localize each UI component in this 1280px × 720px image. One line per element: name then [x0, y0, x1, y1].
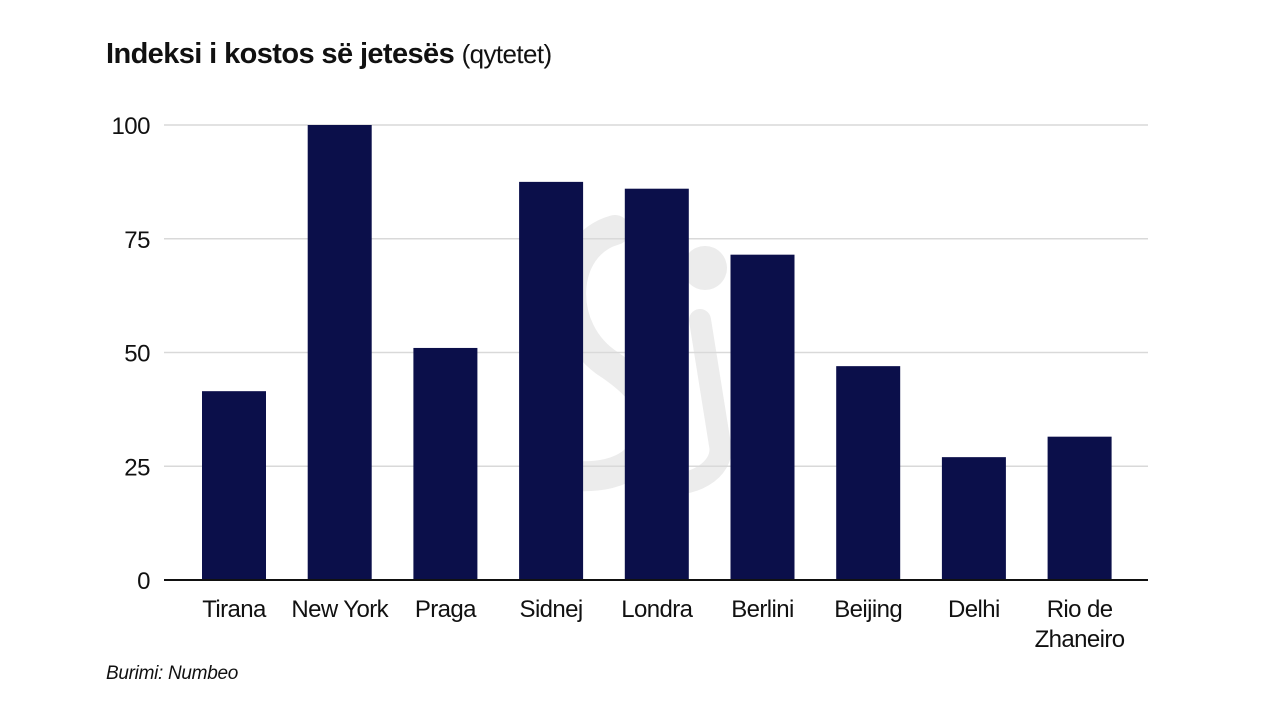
x-tick-label: Londra [621, 596, 693, 623]
chart-title-sub: (qytetet) [461, 39, 553, 69]
x-tick-label: Rio de Zhaneiro [1035, 596, 1125, 653]
bar [624, 188, 689, 580]
bar [413, 347, 478, 580]
chart-title: Indeksi i kostos së jetesës (qytetet) [106, 38, 552, 71]
bar [1047, 436, 1112, 580]
x-tick-label: Sidnej [520, 596, 583, 623]
bar [730, 254, 795, 581]
source-note: Burimi: Numbeo [106, 663, 239, 684]
chart-title-main: Indeksi i kostos së jetesës [106, 38, 455, 70]
x-tick-label: Berlini [731, 596, 794, 623]
bar [836, 366, 901, 580]
y-axis-ticks: 0 25 50 75 100 [111, 113, 150, 595]
bar [307, 125, 372, 580]
x-tick-label: Beijing [834, 596, 902, 623]
x-tick-label: Praga [415, 596, 477, 623]
y-tick-label: 100 [111, 113, 150, 140]
y-tick-label: 75 [124, 227, 150, 254]
y-tick-label: 0 [137, 568, 150, 595]
y-tick-label: 25 [124, 454, 150, 481]
bar [519, 181, 584, 580]
x-axis-ticks: Tirana New York Praga Sidnej Londra Berlini Be… [202, 596, 1125, 653]
x-tick-label: Tirana [202, 596, 267, 623]
bar [941, 457, 1006, 580]
bars [202, 125, 1112, 581]
x-tick-label: New York [291, 596, 389, 623]
x-tick-label: Delhi [948, 596, 1000, 623]
y-tick-label: 50 [124, 341, 150, 368]
bar [202, 391, 266, 580]
